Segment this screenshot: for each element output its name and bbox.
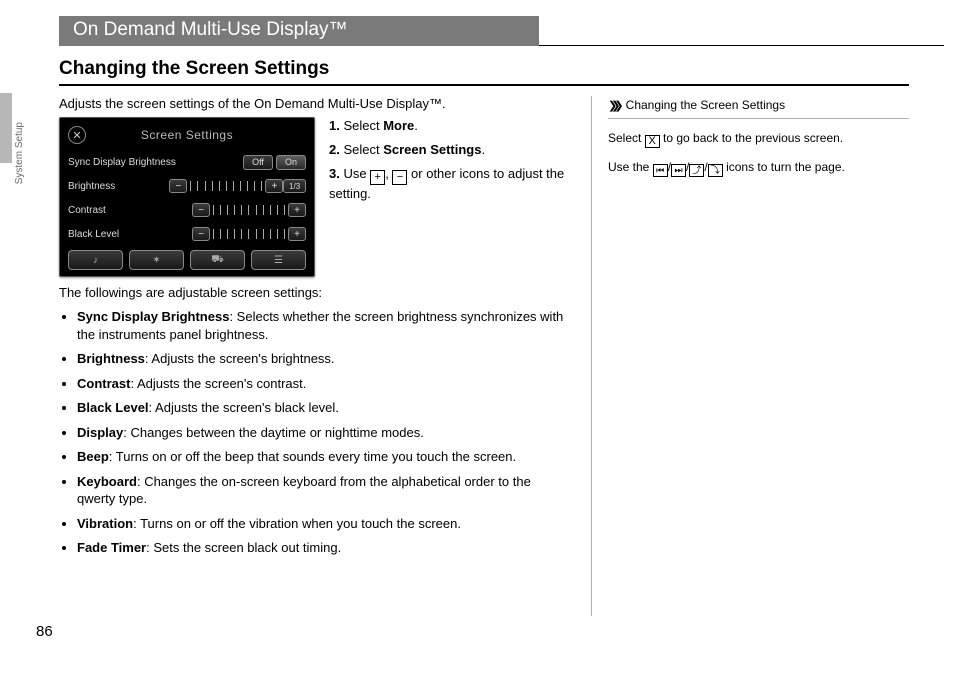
- screenshot-title: Screen Settings: [94, 128, 280, 142]
- right-line-1: Select X to go back to the previous scre…: [608, 129, 909, 148]
- setting-item: Fade Timer: Sets the screen black out ti…: [77, 539, 569, 557]
- x-icon: X: [645, 135, 660, 148]
- slider-ticks: [213, 228, 285, 240]
- page-title: On Demand Multi-Use Display™: [59, 16, 539, 46]
- nav-last-icon: ⏭: [671, 164, 686, 177]
- steps-list: 1. Select More. 2. Select Screen Setting…: [329, 117, 569, 210]
- minus-button[interactable]: −: [192, 227, 210, 241]
- plus-button[interactable]: +: [288, 203, 306, 217]
- footer-icon[interactable]: ♪: [68, 250, 123, 270]
- subhead: The followings are adjustable screen set…: [59, 285, 569, 300]
- setting-item: Display: Changes between the daytime or …: [77, 424, 569, 442]
- page-number: 86: [36, 623, 53, 640]
- nav-first-icon: ⏮: [653, 164, 668, 177]
- section-heading: Changing the Screen Settings: [59, 58, 909, 86]
- setting-item: Beep: Turns on or off the beep that soun…: [77, 448, 569, 466]
- toggle-off[interactable]: Off: [243, 155, 273, 170]
- footer-icon[interactable]: ☰: [251, 250, 306, 270]
- plus-button[interactable]: +: [288, 227, 306, 241]
- step-1: 1. Select More.: [329, 117, 569, 135]
- right-line-2: Use the ⏮/⏭/⤴/⤵ icons to turn the page.: [608, 158, 909, 177]
- setting-item: Vibration: Turns on or off the vibration…: [77, 515, 569, 533]
- setting-item: Sync Display Brightness: Selects whether…: [77, 308, 569, 343]
- minus-button[interactable]: −: [192, 203, 210, 217]
- slider-ticks: [190, 180, 262, 192]
- page-indicator: 1/3: [283, 179, 306, 193]
- step-3: 3. Use +, − or other icons to adjust the…: [329, 165, 569, 203]
- slider-ticks: [213, 204, 285, 216]
- setting-item: Black Level: Adjusts the screen's black …: [77, 399, 569, 417]
- setting-item: Keyboard: Changes the on-screen keyboard…: [77, 473, 569, 508]
- setting-item: Brightness: Adjusts the screen's brightn…: [77, 350, 569, 368]
- row-sync-label: Sync Display Brightness: [68, 157, 176, 168]
- side-tab: [0, 93, 12, 163]
- section-label: System Setup: [14, 122, 25, 184]
- plus-button[interactable]: +: [265, 179, 283, 193]
- footer-icon[interactable]: ⛟: [190, 250, 245, 270]
- intro-text: Adjusts the screen settings of the On De…: [59, 96, 569, 111]
- step-2: 2. Select Screen Settings.: [329, 141, 569, 159]
- minus-button[interactable]: −: [169, 179, 187, 193]
- row-brightness-label: Brightness: [68, 181, 169, 192]
- setting-item: Contrast: Adjusts the screen's contrast.: [77, 375, 569, 393]
- plus-icon: +: [370, 170, 385, 185]
- row-black-label: Black Level: [68, 229, 176, 240]
- footer-icon[interactable]: ✶: [129, 250, 184, 270]
- settings-screenshot: ✕ Screen Settings Sync Display Brightnes…: [59, 117, 315, 277]
- nav-down-icon: ⤵: [708, 164, 723, 177]
- nav-up-icon: ⤴: [689, 164, 704, 177]
- chevrons-icon: ❯❯❯: [608, 99, 618, 112]
- toggle-on[interactable]: On: [276, 155, 306, 170]
- minus-icon: −: [392, 170, 407, 185]
- settings-items: Sync Display Brightness: Selects whether…: [77, 308, 569, 557]
- row-contrast-label: Contrast: [68, 205, 176, 216]
- close-icon[interactable]: ✕: [68, 126, 86, 144]
- right-header: ❯❯❯ Changing the Screen Settings: [608, 96, 909, 119]
